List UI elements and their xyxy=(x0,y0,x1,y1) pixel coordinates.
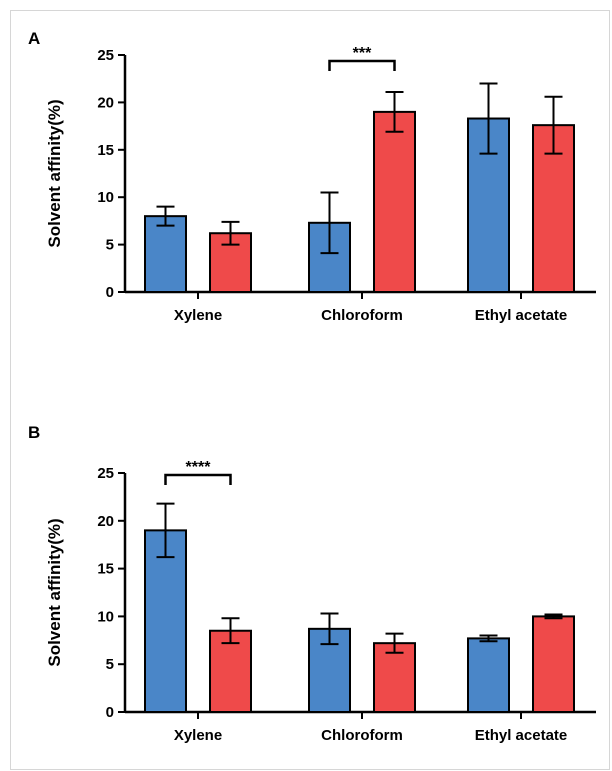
x-category-label: Chloroform xyxy=(321,307,403,324)
y-tick-label: 15 xyxy=(97,561,114,578)
y-tick-label: 0 xyxy=(106,704,114,721)
x-category-label: Xylene xyxy=(174,307,222,324)
significance-label: *** xyxy=(353,45,372,62)
y-tick-label: 10 xyxy=(97,189,114,206)
y-tick-label: 25 xyxy=(97,465,114,482)
y-tick-label: 0 xyxy=(106,284,114,301)
significance-bracket xyxy=(164,473,232,485)
y-tick-label: 15 xyxy=(97,142,114,159)
x-category-label: Xylene xyxy=(174,727,222,744)
panel-b: B Solvent affinity(%) 0 5 10 15 20 25 Xylene Chl… xyxy=(28,423,596,744)
bar-series2 xyxy=(532,124,575,294)
y-tick-label: 20 xyxy=(97,94,114,111)
x-category-label: Chloroform xyxy=(321,727,403,744)
bar-series1 xyxy=(144,529,187,713)
bar-series2 xyxy=(373,110,416,293)
significance-label: **** xyxy=(186,459,212,476)
y-axis-label: Solvent affinity(%) xyxy=(45,518,64,666)
y-tick-label: 25 xyxy=(97,47,114,64)
bar-series1 xyxy=(467,117,510,293)
y-axis-label: Solvent affinity(%) xyxy=(45,99,64,247)
y-tick-label: 20 xyxy=(97,513,114,530)
panel-b-letter: B xyxy=(28,423,40,442)
y-tick-label: 10 xyxy=(97,608,114,625)
x-category-label: Ethyl acetate xyxy=(475,727,568,744)
bar-series2 xyxy=(532,615,575,714)
bar-series1 xyxy=(144,215,187,293)
panel-a: A Solvent affinity(%) 0 5 10 15 20 25 Xylene Chl… xyxy=(28,29,596,324)
y-tick-label: 5 xyxy=(106,656,114,673)
x-category-label: Ethyl acetate xyxy=(475,307,568,324)
y-tick-label: 5 xyxy=(106,237,114,254)
significance-bracket xyxy=(328,59,396,71)
bar-series1 xyxy=(467,637,510,713)
panel-a-letter: A xyxy=(28,29,40,48)
bar-series2 xyxy=(209,629,252,713)
figure-frame xyxy=(10,10,610,770)
